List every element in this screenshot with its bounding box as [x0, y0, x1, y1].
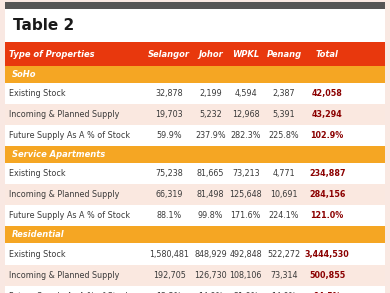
- Text: Penang: Penang: [266, 50, 301, 59]
- Text: 14.9%: 14.9%: [198, 292, 223, 293]
- Text: 848,929: 848,929: [194, 250, 227, 258]
- Text: 224.1%: 224.1%: [269, 212, 299, 220]
- Text: 42,058: 42,058: [312, 89, 343, 98]
- Text: Residential: Residential: [12, 231, 65, 239]
- Bar: [5, 125, 385, 146]
- Text: 66,319: 66,319: [156, 190, 183, 199]
- Text: Total: Total: [316, 50, 339, 59]
- Text: 12,968: 12,968: [232, 110, 259, 119]
- Text: 4,771: 4,771: [273, 169, 295, 178]
- Text: Existing Stock: Existing Stock: [9, 169, 66, 178]
- Text: 14.5%: 14.5%: [314, 292, 341, 293]
- Bar: [5, 226, 385, 243]
- Text: Johor: Johor: [198, 50, 223, 59]
- Text: 126,730: 126,730: [194, 271, 227, 280]
- Text: 237.9%: 237.9%: [195, 131, 226, 140]
- Text: 32,878: 32,878: [156, 89, 183, 98]
- Text: Service Apartments: Service Apartments: [12, 150, 105, 159]
- Bar: [5, 265, 385, 286]
- Text: 500,855: 500,855: [309, 271, 345, 280]
- Text: Selangor: Selangor: [148, 50, 190, 59]
- Text: 19,703: 19,703: [156, 110, 183, 119]
- Bar: [5, 163, 385, 184]
- Text: Existing Stock: Existing Stock: [9, 89, 66, 98]
- Text: 1,580,481: 1,580,481: [149, 250, 189, 258]
- Text: 14.0%: 14.0%: [271, 292, 296, 293]
- Bar: [5, 2, 385, 9]
- Text: 284,156: 284,156: [309, 190, 346, 199]
- Text: 12.2%: 12.2%: [156, 292, 182, 293]
- Text: 81,665: 81,665: [197, 169, 224, 178]
- Text: Future Supply As A % of Stock: Future Supply As A % of Stock: [9, 131, 130, 140]
- Text: Incoming & Planned Supply: Incoming & Planned Supply: [9, 190, 119, 199]
- Text: 522,272: 522,272: [268, 250, 300, 258]
- Text: Existing Stock: Existing Stock: [9, 250, 66, 258]
- Bar: [5, 83, 385, 104]
- Text: 492,848: 492,848: [229, 250, 262, 258]
- Text: Incoming & Planned Supply: Incoming & Planned Supply: [9, 110, 119, 119]
- Text: 4,594: 4,594: [234, 89, 257, 98]
- Bar: [5, 42, 385, 66]
- Bar: [5, 286, 385, 293]
- Bar: [5, 146, 385, 163]
- Text: 282.3%: 282.3%: [230, 131, 261, 140]
- Text: WPKL: WPKL: [232, 50, 259, 59]
- Text: 88.1%: 88.1%: [157, 212, 182, 220]
- Text: Incoming & Planned Supply: Incoming & Planned Supply: [9, 271, 119, 280]
- Bar: [5, 184, 385, 205]
- Bar: [5, 9, 385, 42]
- Bar: [5, 243, 385, 265]
- Text: 125,648: 125,648: [229, 190, 262, 199]
- Text: 108,106: 108,106: [229, 271, 262, 280]
- Text: 192,705: 192,705: [153, 271, 186, 280]
- Text: 121.0%: 121.0%: [310, 212, 344, 220]
- Text: 2,199: 2,199: [199, 89, 222, 98]
- Text: 73,314: 73,314: [270, 271, 298, 280]
- Text: 5,391: 5,391: [273, 110, 295, 119]
- Bar: [5, 104, 385, 125]
- Text: 171.6%: 171.6%: [230, 212, 261, 220]
- Text: 225.8%: 225.8%: [269, 131, 299, 140]
- Text: 99.8%: 99.8%: [198, 212, 223, 220]
- Text: 21.9%: 21.9%: [233, 292, 259, 293]
- Text: 10,691: 10,691: [270, 190, 298, 199]
- Text: 102.9%: 102.9%: [310, 131, 344, 140]
- Text: Table 2: Table 2: [13, 18, 74, 33]
- Text: Type of Properties: Type of Properties: [9, 50, 95, 59]
- Text: Future Supply As A % of Stock: Future Supply As A % of Stock: [9, 212, 130, 220]
- Text: 43,294: 43,294: [312, 110, 342, 119]
- Text: 5,232: 5,232: [199, 110, 222, 119]
- Text: 2,387: 2,387: [273, 89, 295, 98]
- Text: SoHo: SoHo: [12, 70, 37, 79]
- Bar: [5, 205, 385, 226]
- Text: Future Supply As A % of Stock: Future Supply As A % of Stock: [9, 292, 130, 293]
- Text: 81,498: 81,498: [197, 190, 224, 199]
- Text: 59.9%: 59.9%: [156, 131, 182, 140]
- Text: 234,887: 234,887: [309, 169, 346, 178]
- Bar: [5, 66, 385, 83]
- Text: 3,444,530: 3,444,530: [305, 250, 349, 258]
- Text: 75,238: 75,238: [155, 169, 183, 178]
- Text: 73,213: 73,213: [232, 169, 259, 178]
